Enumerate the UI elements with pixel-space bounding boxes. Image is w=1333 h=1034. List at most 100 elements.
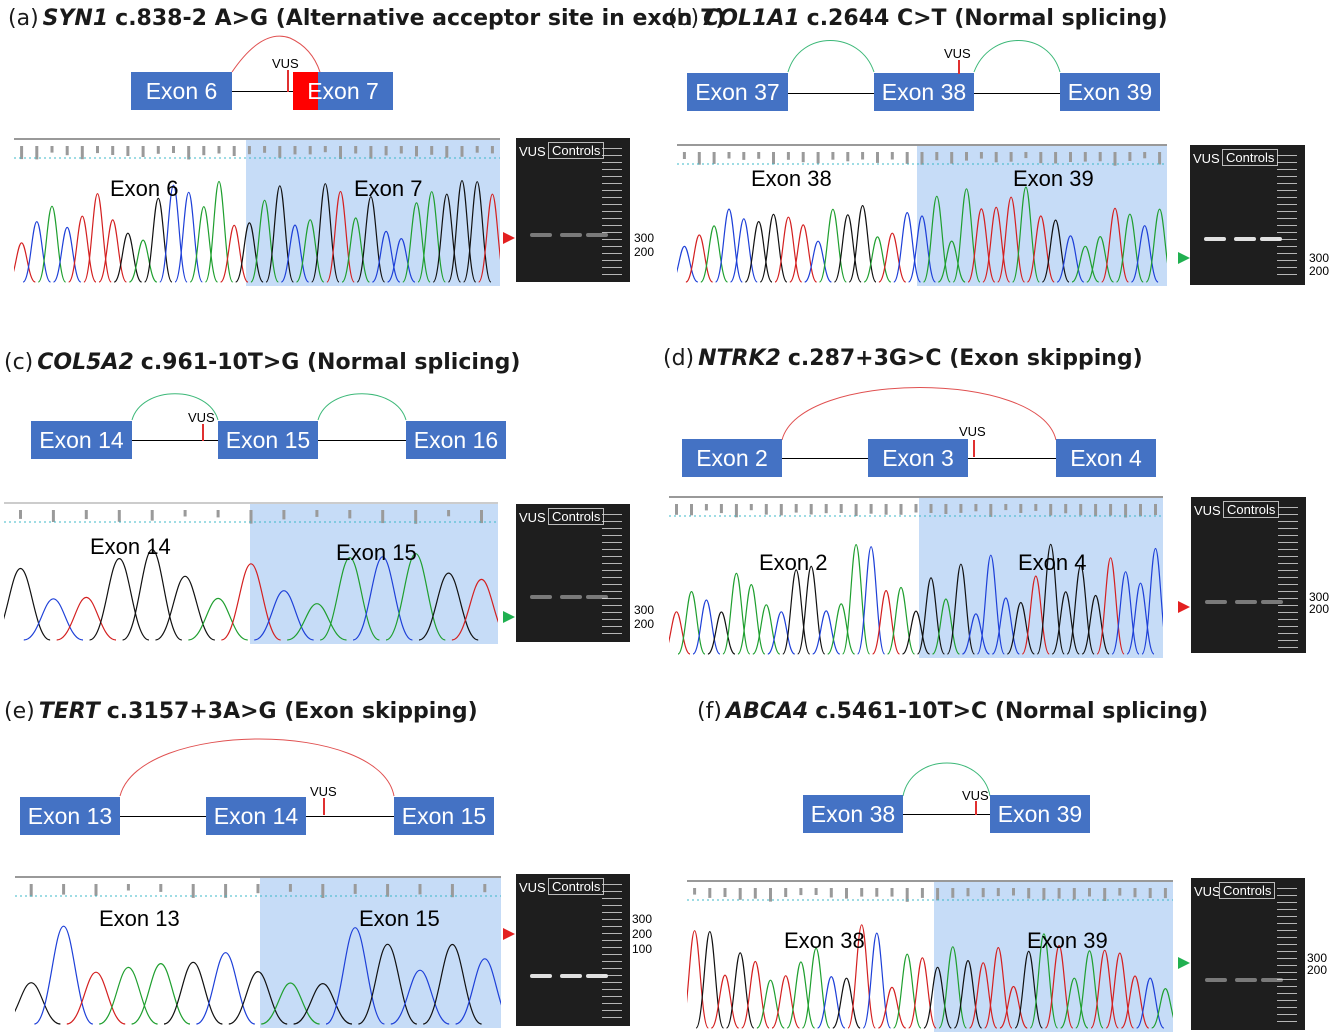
quality-tick (415, 146, 418, 157)
trace-peak (221, 563, 281, 641)
quality-tick (890, 888, 894, 897)
quality-tick (1072, 888, 1076, 900)
trace-peak (99, 966, 158, 1025)
trace-peak (818, 208, 847, 283)
trace-peak (756, 979, 785, 1029)
quality-tick (65, 146, 69, 156)
chromatogram-e: Exon 13 Exon 15 (15, 876, 501, 1028)
quality-tick (354, 146, 358, 154)
trace-peak (908, 957, 937, 1029)
trace-peak (847, 924, 876, 1029)
quality-tick (1024, 152, 1028, 159)
chromatogram-c: Exon 14 Exon 15 (4, 502, 498, 644)
trace-peak (669, 611, 691, 655)
trace-peak (287, 603, 347, 641)
quality-tick (950, 152, 954, 164)
trace-peak (741, 960, 770, 1029)
trace-f (687, 888, 1173, 1029)
trace-peak (677, 590, 706, 655)
trace-peak (56, 596, 117, 641)
trace-peak (937, 240, 966, 283)
trace-peak (196, 952, 256, 1025)
gel-a: VUS Controls (516, 138, 630, 282)
trace-peak (1012, 186, 1040, 283)
quality-tick (994, 152, 998, 163)
trace-peak (1141, 547, 1163, 655)
trace-peak (833, 214, 862, 283)
quality-tick (1057, 888, 1061, 899)
trace-peak (371, 230, 401, 283)
trace-peak (83, 193, 112, 283)
quality-tick (1064, 504, 1068, 514)
gel-c: VUS Controls (516, 504, 630, 642)
trace-peak (700, 225, 729, 283)
exon-3-box: Exon 3 (868, 439, 968, 477)
exon-38-box-f: Exon 38 (803, 795, 903, 833)
trace-peak (953, 959, 983, 1029)
exon-7-box: Exon 7 (293, 72, 393, 110)
trace-peak (767, 611, 796, 655)
panel-c-title: (c) COL5A2 c.961-10T>G (Normal splicing) (4, 350, 521, 375)
quality-tick (126, 884, 130, 891)
trace-peak (189, 206, 219, 283)
ladder-lane (1277, 155, 1297, 281)
quality-tick (989, 504, 993, 517)
quality-tick (288, 884, 292, 892)
quality-tick (20, 146, 24, 160)
quality-tick (869, 504, 873, 514)
arc-c2 (317, 393, 407, 421)
gel-band (586, 595, 608, 599)
trace-peak (923, 966, 952, 1029)
trace-peak (326, 190, 355, 283)
quality-tick (905, 152, 909, 164)
quality-tick (339, 146, 342, 159)
quality-tick (845, 888, 848, 899)
trace-peak (1101, 207, 1129, 283)
trace-peak (916, 577, 945, 655)
trace-peak (922, 195, 951, 283)
quality-tick (799, 888, 803, 896)
quality-tick (282, 510, 286, 520)
trace-peak (1014, 950, 1043, 1029)
quality-tick (183, 510, 187, 517)
quality-tick (749, 504, 753, 511)
quality-tick (704, 504, 708, 511)
quality-tick (682, 152, 686, 159)
quality-tick (884, 504, 888, 515)
trace-peak (22, 221, 52, 283)
trace-peak (280, 224, 310, 283)
quality-tick (786, 152, 790, 160)
quality-tick (249, 510, 253, 524)
gel-band (1205, 978, 1227, 982)
trace-peak (878, 232, 907, 283)
trace-peak (1120, 975, 1150, 1029)
quality-tick (861, 152, 865, 160)
quality-tick (1042, 888, 1046, 900)
quality-tick (1019, 504, 1023, 513)
trace-peak (163, 961, 223, 1025)
quality-tick (966, 888, 970, 897)
trace-peak (715, 208, 743, 283)
gel-band (1205, 600, 1227, 604)
quality-tick (386, 884, 390, 897)
exon-39-box-f: Exon 39 (990, 795, 1090, 833)
quality-tick (1083, 152, 1087, 162)
exon-15-box-e: Exon 15 (394, 797, 494, 835)
trace-peak (759, 213, 788, 283)
trace-peak (901, 610, 931, 655)
quality-tick (944, 504, 948, 514)
quality-tick (172, 146, 175, 153)
trace-peak (98, 219, 127, 283)
quality-tick (1009, 152, 1013, 162)
quality-tick (150, 510, 154, 521)
quality-tick (742, 152, 746, 160)
trace-peak (677, 245, 699, 283)
trace-peak (1105, 952, 1135, 1029)
gel-band (530, 595, 552, 599)
trace-peak (878, 986, 907, 1029)
trace-peak (261, 982, 320, 1025)
quality-tick (278, 146, 282, 158)
gel-band (560, 233, 582, 237)
ladder-lane (602, 884, 622, 1022)
